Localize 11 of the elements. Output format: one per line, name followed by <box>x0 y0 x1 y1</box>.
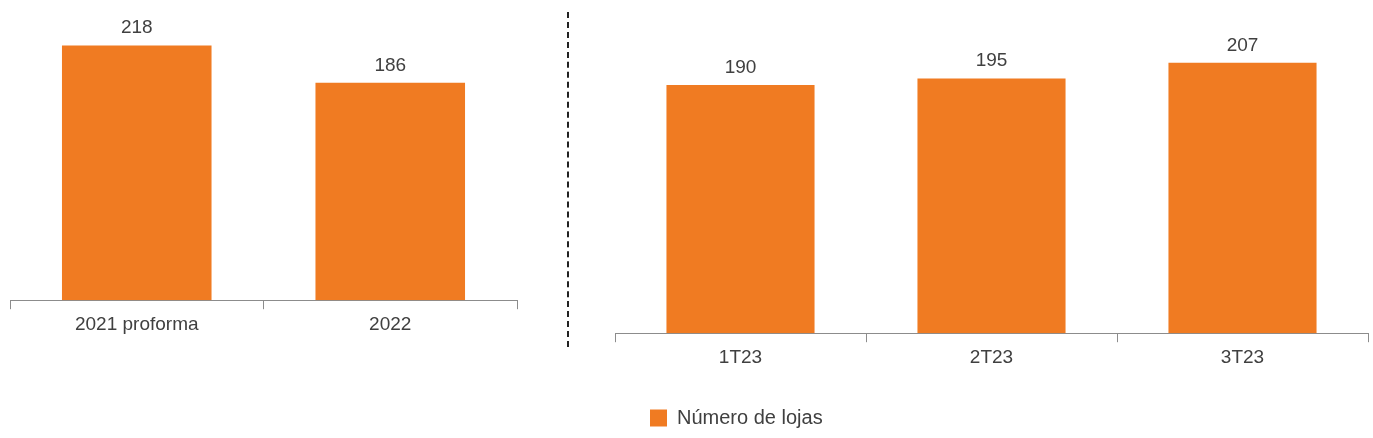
legend-label: Número de lojas <box>677 405 823 428</box>
data-label: 218 <box>120 16 153 38</box>
data-label: 186 <box>374 53 407 75</box>
data-label: 207 <box>1226 33 1259 55</box>
x-tick-label: 1T23 <box>718 345 763 367</box>
x-tick-label: 3T23 <box>1220 345 1265 367</box>
x-tick-label: 2T23 <box>969 345 1014 367</box>
data-label: 195 <box>975 49 1008 71</box>
x-tick-label: 2021 proforma <box>74 312 199 334</box>
data-label: 190 <box>724 55 757 77</box>
x-tick-label: 2022 <box>369 312 412 334</box>
